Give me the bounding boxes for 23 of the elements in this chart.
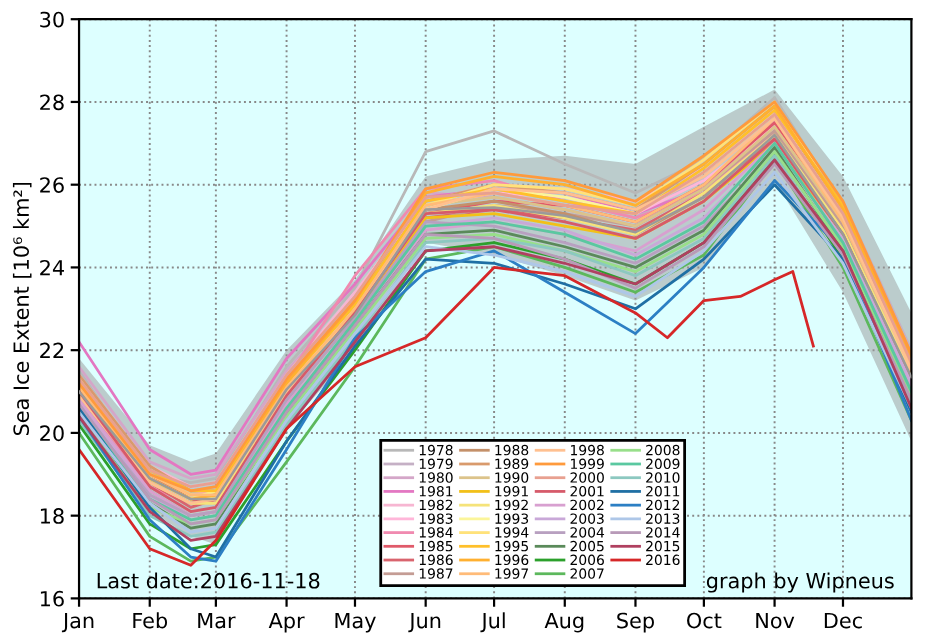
y-tick-label: 22	[40, 342, 64, 359]
y-tick-label: 16	[40, 590, 64, 607]
x-tick-label: Jun	[408, 612, 441, 633]
y-tick-label: 30	[40, 11, 64, 28]
y-tick-label: 18	[40, 508, 64, 524]
x-tick-label: Jul	[480, 612, 505, 633]
x-tick-label: Feb	[133, 612, 168, 629]
y-axis-title: Sea Ice Extent [10⁶ km²]	[12, 182, 32, 436]
x-tick-label: Mar	[198, 612, 236, 629]
y-tick-label: 26	[40, 177, 64, 193]
y-tick-label: 28	[40, 94, 64, 111]
x-tick-label: Jan	[61, 612, 94, 633]
x-tick-label: Apr	[268, 612, 305, 633]
y-tick-label: 20	[40, 425, 64, 442]
x-tick-label: Sep	[617, 612, 654, 633]
y-tick-label: 24	[40, 259, 64, 276]
x-tick-label: Oct	[687, 612, 722, 629]
x-tick-label: Dec	[824, 612, 862, 629]
x-tick-label: May	[335, 612, 376, 633]
x-tick-label: Aug	[544, 612, 584, 633]
annotation: graph by Wipneus	[706, 572, 894, 593]
x-tick-label: Nov	[756, 612, 795, 629]
annotation: Last date:2016-11-18	[97, 572, 320, 589]
